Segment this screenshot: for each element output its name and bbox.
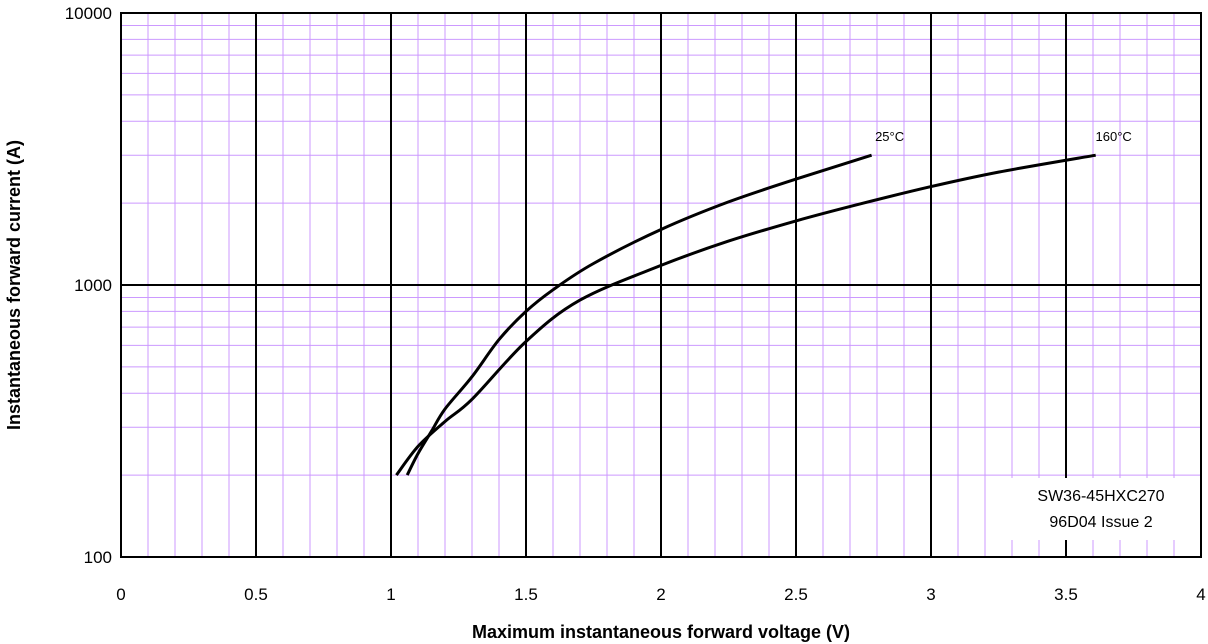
series-label-25c: 25°C [875, 129, 904, 144]
x-tick-label: 0 [116, 585, 125, 604]
series-label-160c: 160°C [1096, 129, 1132, 144]
plot-frame [120, 12, 1202, 558]
x-tick-label: 1 [386, 585, 395, 604]
x-tick-label: 3 [926, 585, 935, 604]
x-tick-labels: 0 0.5 1 1.5 2 2.5 3 3.5 4 [116, 585, 1205, 604]
x-tick-label: 3.5 [1054, 585, 1078, 604]
series-line-25c [405, 153, 873, 476]
x-tick-label: 2.5 [784, 585, 808, 604]
series-line-160c [395, 153, 1096, 476]
y-tick-label: 10000 [65, 4, 112, 23]
device-note-line-2: 96D04 Issue 2 [1049, 514, 1152, 531]
y-tick-label: 1000 [74, 276, 112, 295]
y-tick-labels: 100 1000 10000 [65, 4, 112, 567]
device-note-line-1: SW36-45HXC270 [1037, 488, 1164, 505]
x-tick-label: 4 [1196, 585, 1205, 604]
x-tick-label: 0.5 [244, 585, 268, 604]
y-tick-label: 100 [84, 548, 112, 567]
x-tick-label: 2 [656, 585, 665, 604]
curves [395, 153, 1096, 476]
device-note: SW36-45HXC270 96D04 Issue 2 [1010, 478, 1192, 540]
x-tick-label: 1.5 [514, 585, 538, 604]
curve-labels: 25°C 160°C [875, 129, 1132, 144]
x-axis-title: Maximum instantaneous forward voltage (V… [472, 622, 850, 642]
device-note-box [1010, 478, 1192, 540]
y-axis-title: Instantaneous forward current (A) [4, 140, 24, 430]
